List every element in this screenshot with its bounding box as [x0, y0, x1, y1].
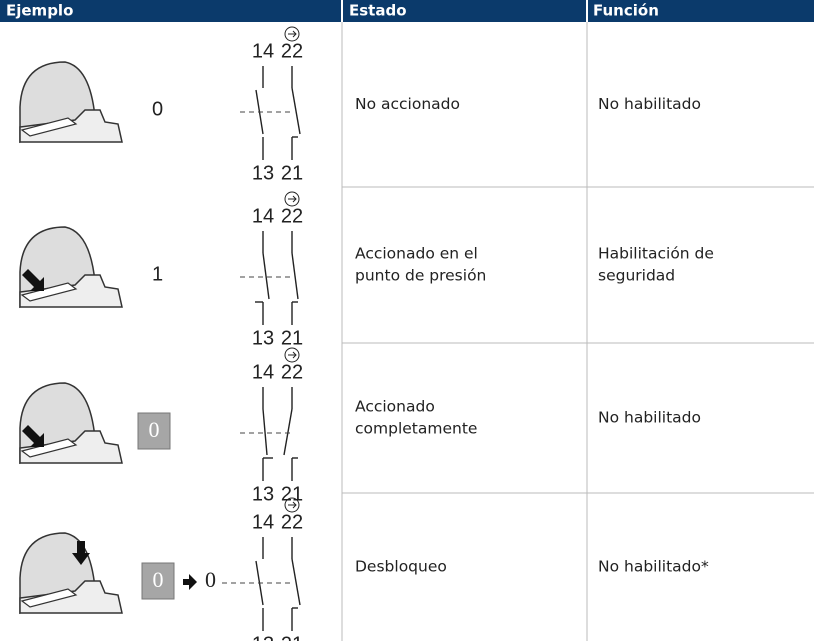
state-text: Accionado — [355, 398, 435, 416]
contact-line — [291, 252, 299, 300]
pedal-lever — [20, 588, 78, 608]
position: 0 — [149, 417, 160, 442]
contact-number: 21 — [281, 483, 303, 505]
contact-line — [283, 408, 293, 456]
contact-number: 14 — [252, 205, 274, 227]
pedal-base — [19, 109, 123, 143]
state-text: Desbloqueo — [355, 558, 447, 576]
function-text: No habilitado* — [598, 558, 709, 576]
position: 0 — [152, 98, 163, 120]
pedal-cover — [19, 61, 96, 144]
force-symbol — [284, 497, 300, 513]
contact-number: 22 — [281, 361, 303, 383]
contact-number: 21 — [281, 633, 303, 641]
pedal-lever — [20, 438, 78, 458]
contact-number: 21 — [281, 327, 303, 349]
arrow — [183, 574, 197, 590]
contact-number: 14 — [252, 40, 274, 62]
force-arrow — [288, 351, 297, 359]
position-box — [141, 562, 175, 600]
force-arrow — [288, 195, 297, 203]
force-arrow — [288, 501, 297, 509]
function-text: Habilitación de — [598, 245, 714, 263]
pedal-base — [19, 580, 123, 614]
contact-number: 22 — [281, 511, 303, 533]
state-text: punto de presión — [355, 267, 486, 285]
contact-number: 22 — [281, 205, 303, 227]
contact-number: 14 — [252, 511, 274, 533]
state-text: completamente — [355, 420, 477, 438]
contact-line — [262, 408, 268, 456]
contact-number: 21 — [281, 162, 303, 184]
function-text: seguridad — [598, 267, 675, 285]
press-arrow — [72, 541, 90, 565]
force-symbol — [284, 26, 300, 42]
state-text: No accionado — [355, 95, 460, 113]
position: 0 — [153, 567, 164, 592]
result: 0 — [205, 567, 216, 592]
contact-number: 14 — [252, 361, 274, 383]
force-symbol — [284, 347, 300, 363]
contact-line — [262, 252, 270, 300]
contact-line — [291, 558, 301, 606]
contact-number: 22 — [281, 40, 303, 62]
force-arrow — [288, 30, 297, 38]
position: 1 — [152, 263, 163, 285]
contact-number: 13 — [252, 327, 274, 349]
contact-number: 13 — [252, 162, 274, 184]
function-text: No habilitado — [598, 409, 701, 427]
function-text: No habilitado — [598, 95, 701, 113]
header-bar — [0, 0, 814, 22]
state-text: Accionado en el — [355, 245, 478, 263]
pedal-lever — [20, 282, 78, 302]
position-box — [137, 412, 171, 450]
contact-line — [291, 87, 301, 135]
force-symbol — [284, 191, 300, 207]
pedal-lever — [20, 117, 78, 137]
press-arrow — [22, 269, 44, 291]
press-arrow — [22, 425, 44, 447]
header-cell: Ejemplo — [6, 2, 73, 20]
header-cell: Estado — [349, 2, 407, 20]
contact-number: 13 — [252, 633, 274, 641]
header-cell: Función — [593, 2, 659, 20]
contact-number: 13 — [252, 483, 274, 505]
